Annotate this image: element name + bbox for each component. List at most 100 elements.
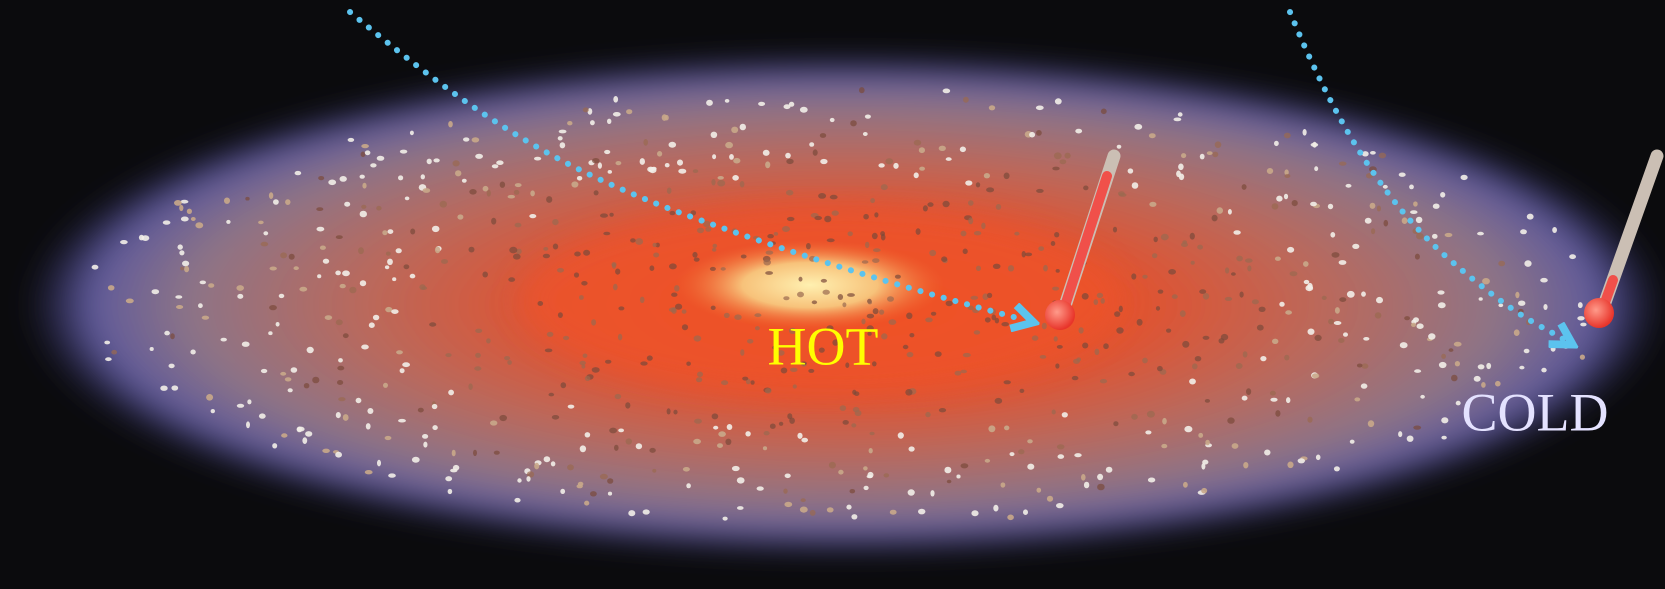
grain xyxy=(275,322,280,327)
grain xyxy=(579,445,587,453)
grain xyxy=(237,293,244,299)
grain xyxy=(455,170,462,177)
grain xyxy=(1283,132,1291,139)
grain xyxy=(1231,272,1236,276)
grain xyxy=(801,437,808,443)
grain xyxy=(607,491,613,496)
grain xyxy=(722,516,728,521)
grain xyxy=(1577,316,1585,321)
grain xyxy=(1432,233,1438,239)
grain xyxy=(552,219,559,226)
grain xyxy=(1266,168,1274,174)
grain xyxy=(1055,269,1060,273)
grain xyxy=(1061,412,1068,418)
grain xyxy=(1181,153,1187,159)
grain xyxy=(615,268,621,275)
grain xyxy=(1214,141,1222,148)
grain xyxy=(385,251,391,256)
grain xyxy=(713,425,719,430)
grain xyxy=(918,147,926,154)
grain xyxy=(723,312,730,318)
grain xyxy=(930,490,935,497)
grain xyxy=(491,217,497,225)
grain xyxy=(862,132,868,136)
grain xyxy=(1161,443,1168,449)
grain xyxy=(789,417,795,424)
grain xyxy=(1131,182,1139,189)
grain xyxy=(1416,323,1424,330)
grain xyxy=(170,333,175,340)
grain xyxy=(388,473,396,478)
grain xyxy=(826,325,834,332)
grain xyxy=(1054,98,1062,105)
grain xyxy=(673,409,678,415)
grain xyxy=(731,126,739,133)
grain xyxy=(1036,130,1042,136)
grain xyxy=(507,360,512,365)
grain xyxy=(210,409,215,414)
grain xyxy=(1182,240,1188,244)
grain xyxy=(945,300,953,307)
grain xyxy=(359,280,367,287)
grain xyxy=(451,449,456,457)
grain xyxy=(1307,416,1313,423)
grain xyxy=(1321,295,1327,300)
grain xyxy=(1349,439,1355,444)
grain xyxy=(1056,345,1063,349)
grain xyxy=(1415,216,1423,224)
grain xyxy=(1148,133,1156,139)
grain xyxy=(287,388,293,393)
grain xyxy=(1027,463,1035,470)
grain xyxy=(1370,151,1376,155)
grain xyxy=(626,109,633,115)
grain xyxy=(471,137,480,143)
grain xyxy=(1027,439,1033,444)
grain xyxy=(959,146,967,153)
grain xyxy=(909,333,915,338)
grain xyxy=(763,259,771,266)
grain xyxy=(558,129,567,134)
thermometer-cold xyxy=(1584,149,1664,328)
grain xyxy=(560,488,566,494)
grain xyxy=(640,361,648,366)
grain xyxy=(344,201,351,207)
grain xyxy=(942,200,950,208)
grain xyxy=(1199,289,1207,294)
grain xyxy=(797,432,803,439)
grain xyxy=(195,222,204,229)
grain xyxy=(1378,152,1387,159)
grain xyxy=(457,214,464,220)
grain xyxy=(605,359,612,364)
grain xyxy=(469,189,477,195)
grain xyxy=(294,170,302,176)
grain xyxy=(878,163,885,168)
grain xyxy=(808,368,815,373)
grain xyxy=(278,293,285,299)
grain xyxy=(726,424,733,430)
grain xyxy=(552,243,559,250)
grain xyxy=(1448,348,1454,352)
grain xyxy=(1286,397,1291,404)
grain xyxy=(1333,466,1340,472)
grain xyxy=(697,371,703,378)
grain xyxy=(1233,230,1241,235)
grain xyxy=(473,449,477,457)
grain xyxy=(755,326,760,331)
grain xyxy=(709,266,716,271)
grain xyxy=(591,319,597,326)
grain xyxy=(398,175,404,181)
grain xyxy=(1382,184,1388,189)
grain xyxy=(913,172,919,179)
grain xyxy=(717,179,726,187)
grain xyxy=(1314,166,1319,172)
grain xyxy=(577,481,584,487)
grain xyxy=(322,448,330,453)
dust-grains xyxy=(91,87,1610,521)
grain xyxy=(668,141,677,148)
grain xyxy=(1227,417,1235,424)
grain xyxy=(509,246,518,254)
grain xyxy=(721,380,729,386)
grain xyxy=(1331,252,1340,258)
grain xyxy=(1056,503,1064,509)
grain xyxy=(705,227,712,232)
